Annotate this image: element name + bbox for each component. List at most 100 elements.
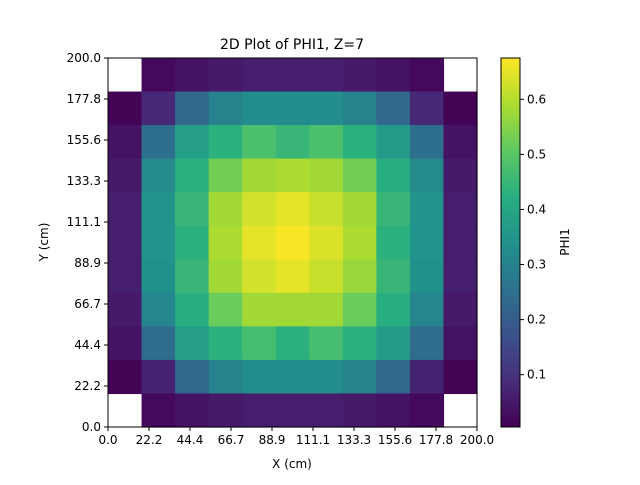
y-tick-label: 44.4 (74, 338, 101, 352)
heatmap-cell (409, 58, 445, 93)
heatmap-cell (175, 259, 210, 294)
heatmap-cell (208, 225, 243, 260)
heatmap-cell (309, 359, 344, 395)
y-tick-label: 88.9 (74, 256, 101, 270)
heatmap-cell (275, 58, 310, 93)
heatmap-cell (141, 359, 176, 395)
heatmap-cell (242, 393, 277, 428)
x-tick-label: 155.6 (378, 433, 412, 447)
heatmap-cell (309, 225, 344, 260)
heatmap-cell (108, 192, 143, 227)
heatmap-cell (409, 192, 445, 227)
heatmap-cell (208, 259, 243, 294)
heatmap-cell (208, 58, 243, 93)
heatmap-cell (175, 58, 210, 93)
x-tick-label: 177.8 (419, 433, 453, 447)
heatmap-cell (376, 125, 411, 160)
y-tick-label: 155.6 (67, 133, 101, 147)
heatmap-cell (409, 326, 445, 361)
heatmap-cell (208, 158, 243, 193)
heatmap-cell (208, 393, 243, 428)
heatmap-cell (309, 158, 344, 193)
y-tick-label: 22.2 (74, 379, 101, 393)
heatmap-cell (108, 225, 143, 260)
heatmap-cell (275, 259, 310, 294)
heatmap-cell (208, 192, 243, 227)
heatmap-cell (443, 192, 478, 227)
heatmap-cell (376, 326, 411, 361)
heatmap-cell (309, 91, 344, 126)
x-tick-label: 200.0 (460, 433, 494, 447)
heatmap-cell (175, 359, 210, 395)
y-tick-label: 177.8 (67, 92, 101, 106)
colorbar-tick-label: 0.3 (527, 258, 546, 272)
heatmap-cell (342, 125, 377, 160)
colorbar-tick-label: 0.6 (527, 92, 546, 106)
heatmap-cell (275, 225, 310, 260)
heatmap-cell (141, 292, 176, 327)
y-tick-label: 111.1 (67, 215, 101, 229)
heatmap-cell (175, 192, 210, 227)
y-tick-label: 66.7 (74, 297, 101, 311)
heatmap-cell (309, 125, 344, 160)
heatmap-cell (141, 393, 176, 428)
y-tick-label: 0.0 (82, 420, 101, 434)
heatmap-cell (108, 158, 143, 193)
chart-title: 2D Plot of PHI1, Z=7 (220, 37, 364, 53)
heatmap-cell (141, 91, 176, 126)
x-tick-label: 88.9 (259, 433, 286, 447)
heatmap-cell (175, 393, 210, 428)
heatmap-cell (242, 58, 277, 93)
heatmap-cells (108, 58, 478, 428)
heatmap-cell (376, 91, 411, 126)
colorbar-tick-label: 0.4 (527, 202, 546, 216)
x-tick-label: 111.1 (296, 433, 330, 447)
heatmap-cell (275, 125, 310, 160)
heatmap-cell (342, 259, 377, 294)
heatmap-cell (409, 259, 445, 294)
heatmap-cell (141, 192, 176, 227)
y-axis-label: Y (cm) (37, 223, 51, 263)
heatmap-cell (443, 292, 478, 327)
heatmap-cell (443, 91, 478, 126)
heatmap-cell (242, 91, 277, 126)
heatmap-cell (409, 125, 445, 160)
heatmap-cell (376, 259, 411, 294)
colorbar (500, 57, 521, 428)
heatmap-cell (376, 192, 411, 227)
heatmap-cell (409, 91, 445, 126)
heatmap-cell (376, 393, 411, 428)
x-tick-label: 44.4 (177, 433, 204, 447)
heatmap-cell (443, 225, 478, 260)
heatmap-cell (376, 359, 411, 395)
heatmap-cell (175, 225, 210, 260)
x-axis: 0.0 22.2 44.4 66.7 88.9 111.1 133.3 155.6 177.8 2… (98, 427, 494, 447)
heatmap-cell (141, 326, 176, 361)
heatmap-cell (208, 292, 243, 327)
heatmap-cell (342, 393, 377, 428)
heatmap-cell (309, 326, 344, 361)
heatmap-cell (208, 359, 243, 395)
heatmap-cell (108, 91, 143, 126)
heatmap-cell (376, 158, 411, 193)
heatmap-cell (141, 58, 176, 93)
heatmap-cell (275, 91, 310, 126)
heatmap-cell (242, 259, 277, 294)
heatmap-cell (443, 359, 478, 395)
heatmap-cell (175, 125, 210, 160)
heatmap-cell (242, 158, 277, 193)
heatmap-cell (275, 192, 310, 227)
colorbar-tick-label: 0.1 (527, 368, 546, 382)
heatmap-cell (175, 292, 210, 327)
heatmap-cell (275, 158, 310, 193)
heatmap-cell (242, 359, 277, 395)
heatmap-cell (443, 326, 478, 361)
x-tick-label: 66.7 (218, 433, 245, 447)
heatmap-cell (275, 326, 310, 361)
colorbar-tick-label: 0.5 (527, 147, 546, 161)
heatmap-cell (443, 259, 478, 294)
heatmap-cell (376, 58, 411, 93)
heatmap-cell (175, 91, 210, 126)
